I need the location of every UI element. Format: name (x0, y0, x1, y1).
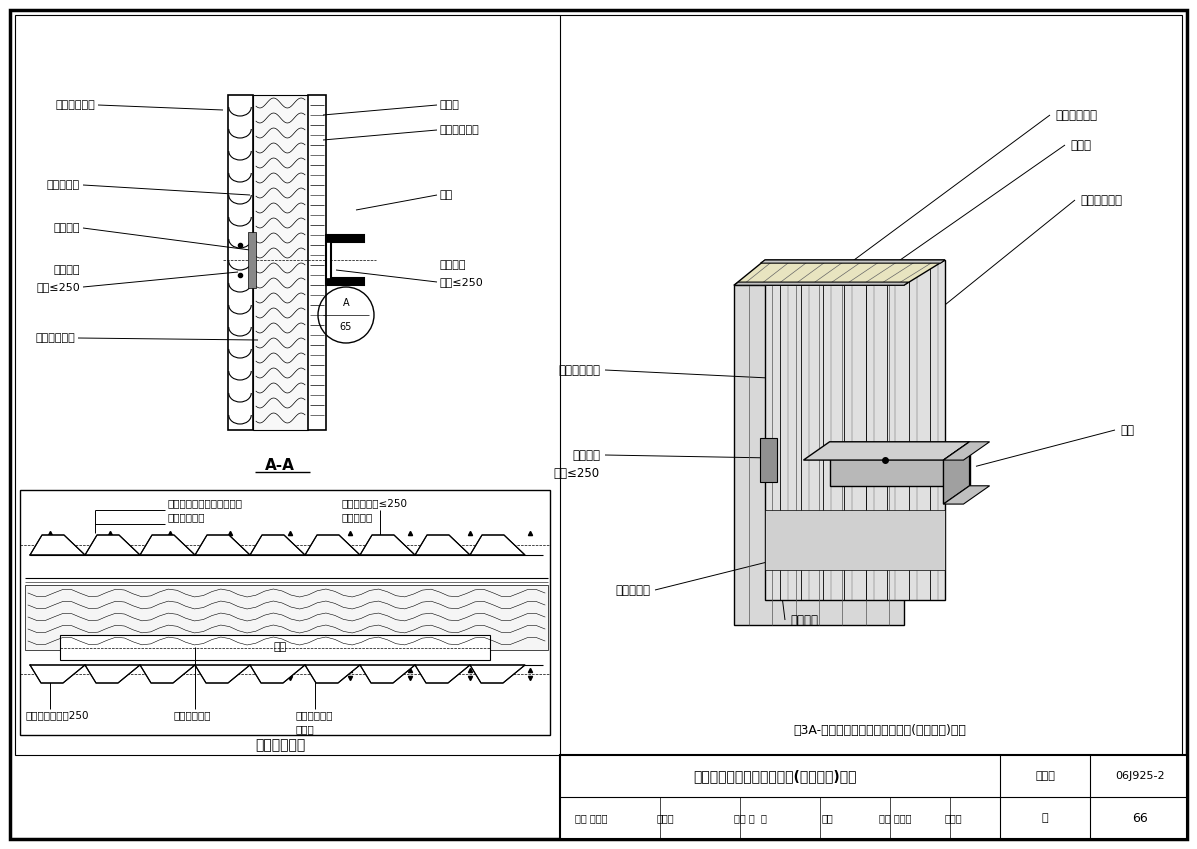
Polygon shape (326, 278, 364, 285)
Text: 隔汽层: 隔汽层 (294, 724, 314, 734)
Bar (253, 95, 308, 430)
Polygon shape (415, 665, 470, 683)
Text: 外侧压型钢板: 外侧压型钢板 (168, 512, 205, 522)
Text: A-A: A-A (265, 458, 294, 473)
Text: 隔汽层: 隔汽层 (440, 100, 460, 110)
Polygon shape (360, 535, 415, 555)
Text: 间距≤250: 间距≤250 (36, 282, 80, 292)
Polygon shape (943, 441, 990, 460)
Text: A: A (342, 298, 350, 308)
Bar (60, 635, 490, 660)
Text: 隔热垫片: 隔热垫片 (790, 614, 818, 627)
Polygon shape (305, 535, 360, 555)
Text: 防水透汽层: 防水透汽层 (342, 512, 373, 522)
Bar (25, 585, 548, 650)
Text: 自攻螺钉: 自攻螺钉 (440, 260, 467, 270)
Text: 内侧压型钢板: 内侧压型钢板 (1080, 194, 1122, 206)
Text: 校对 林  莉: 校对 林 莉 (734, 813, 766, 823)
Text: 玻璃棉保温层: 玻璃棉保温层 (35, 333, 75, 343)
Polygon shape (734, 260, 944, 285)
Text: 06J925-2: 06J925-2 (1116, 771, 1165, 781)
Polygon shape (360, 665, 415, 683)
Text: 隔热垫片: 隔热垫片 (54, 223, 80, 233)
Text: 间距≤250: 间距≤250 (440, 277, 484, 287)
Text: 李晓媛: 李晓媛 (944, 813, 962, 823)
Polygon shape (734, 282, 909, 285)
Text: 蔡昭昀: 蔡昭昀 (656, 813, 674, 823)
Text: 页: 页 (1041, 813, 1049, 823)
Text: 墙3A-双层压型钢板复合保温墙体(竖向排板)构造: 墙3A-双层压型钢板复合保温墙体(竖向排板)构造 (794, 723, 966, 736)
Text: 66: 66 (1132, 812, 1148, 824)
Text: 墙梁: 墙梁 (440, 190, 454, 200)
Polygon shape (195, 665, 250, 683)
Text: 65: 65 (340, 322, 352, 332)
Text: 外侧压型钢板: 外侧压型钢板 (558, 363, 600, 376)
Polygon shape (765, 510, 944, 571)
Text: 玻璃棉保温层: 玻璃棉保温层 (174, 710, 211, 720)
Text: 玻璃棉保温层: 玻璃棉保温层 (1055, 109, 1096, 121)
Polygon shape (140, 665, 195, 683)
Polygon shape (830, 441, 970, 486)
Polygon shape (943, 441, 970, 504)
Text: 墙体横向连接: 墙体横向连接 (255, 738, 305, 752)
Text: 自攻螺钉间距≤250: 自攻螺钉间距≤250 (342, 498, 408, 508)
Text: 内侧压型钢板: 内侧压型钢板 (440, 125, 480, 135)
Polygon shape (415, 535, 470, 555)
Text: 自攻螺钉: 自攻螺钉 (54, 265, 80, 275)
Text: 自攻螺钉: 自攻螺钉 (572, 448, 600, 462)
Polygon shape (326, 235, 364, 285)
Text: 设计 李晓媛: 设计 李晓媛 (879, 813, 911, 823)
Polygon shape (470, 535, 525, 555)
Bar (20, 490, 549, 735)
Polygon shape (765, 260, 944, 600)
Polygon shape (140, 535, 195, 555)
Text: 林莉: 林莉 (821, 813, 833, 823)
Polygon shape (85, 535, 140, 555)
Polygon shape (30, 535, 85, 555)
Polygon shape (803, 441, 970, 460)
Bar (16, 15, 1181, 755)
Polygon shape (85, 665, 140, 683)
Polygon shape (30, 665, 85, 683)
Bar (227, 95, 253, 430)
Text: 隔汽层: 隔汽层 (1070, 138, 1090, 151)
Text: 拉铆钉纵向间距250: 拉铆钉纵向间距250 (25, 710, 89, 720)
Text: 审核 蔡昭昀: 审核 蔡昭昀 (575, 813, 608, 823)
Text: 墙梁: 墙梁 (273, 643, 286, 653)
Text: 墙梁: 墙梁 (1120, 424, 1134, 436)
Polygon shape (760, 438, 777, 482)
Polygon shape (305, 665, 360, 683)
Polygon shape (943, 486, 990, 504)
Polygon shape (760, 260, 944, 263)
Bar (248, 232, 256, 288)
Text: 内侧压型钢板: 内侧压型钢板 (294, 710, 333, 720)
Polygon shape (250, 535, 305, 555)
Bar (560, 755, 1187, 839)
Text: 双层压型钢板复合保温墙体(竖向排板)构造: 双层压型钢板复合保温墙体(竖向排板)构造 (693, 769, 857, 783)
Polygon shape (195, 535, 250, 555)
Bar (308, 95, 326, 430)
Text: 图集号: 图集号 (1035, 771, 1055, 781)
Polygon shape (250, 665, 305, 683)
Polygon shape (734, 285, 904, 625)
Text: 搭接处左右各打一自攻螺钉: 搭接处左右各打一自攻螺钉 (168, 498, 242, 508)
Text: 防水透汽层: 防水透汽层 (47, 180, 80, 190)
Polygon shape (470, 665, 525, 683)
Text: 间距≤250: 间距≤250 (554, 466, 600, 480)
Text: 外侧压型钢板: 外侧压型钢板 (55, 100, 95, 110)
Text: 防水透汽层: 防水透汽层 (615, 583, 650, 597)
Polygon shape (326, 235, 364, 242)
